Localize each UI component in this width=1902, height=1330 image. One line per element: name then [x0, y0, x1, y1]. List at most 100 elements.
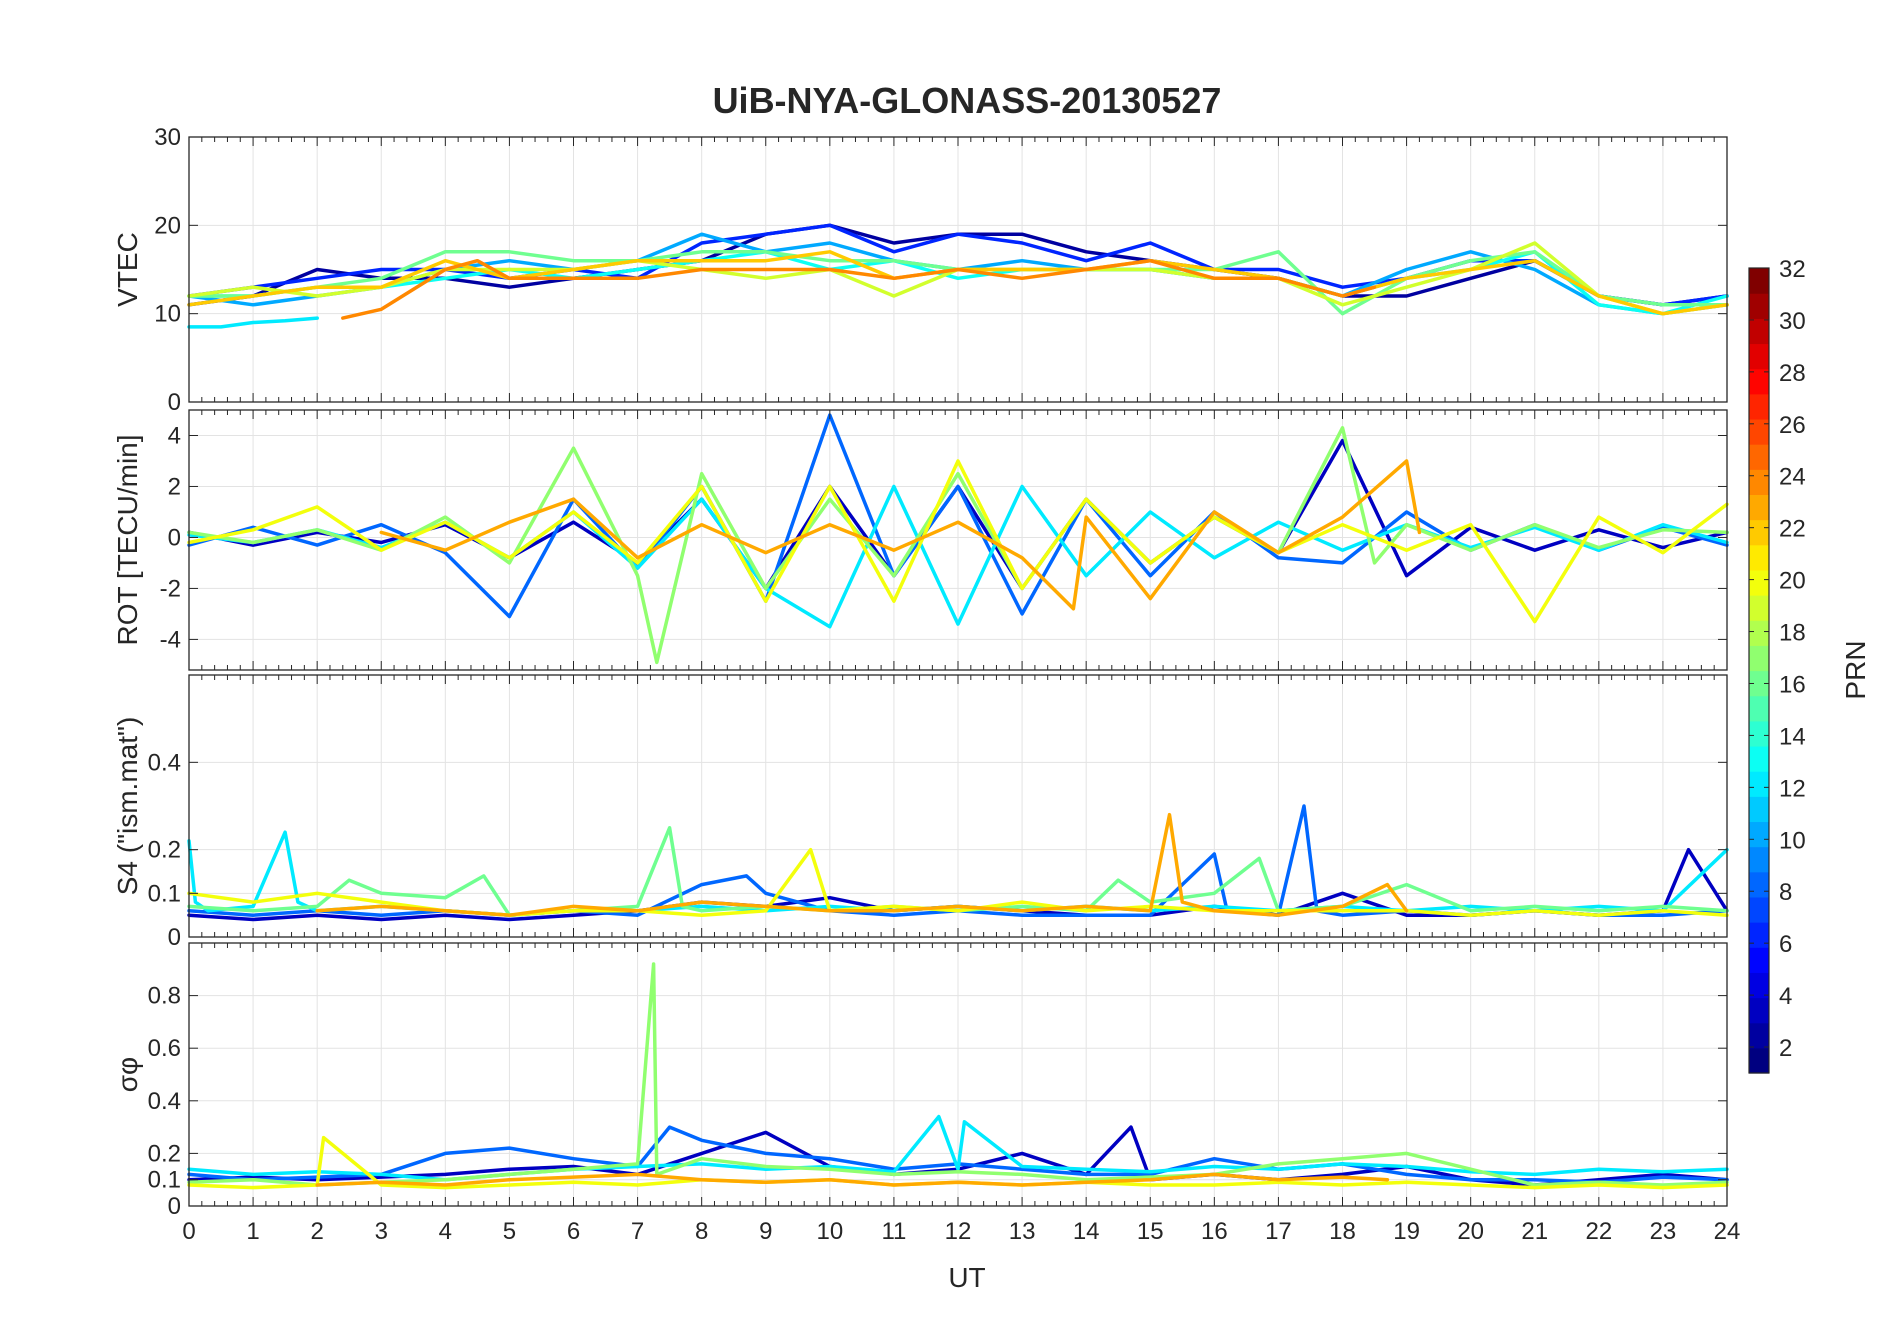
y-tick-label: 0.4: [148, 1088, 181, 1115]
panel-rot: -4 -2 0 2 4 ROT [TECU/min]: [112, 409, 1729, 671]
colorbar-swatch: [1749, 896, 1769, 923]
x-tick-label: 20: [1457, 1218, 1484, 1245]
colorbar-tick-label: 16: [1779, 671, 1806, 698]
colorbar-tick-label: 30: [1779, 308, 1806, 335]
series-group: [187, 962, 1729, 1190]
y-tick-label: -2: [160, 575, 181, 602]
colorbar-swatch: [1749, 469, 1769, 496]
colorbar-swatch: [1749, 695, 1769, 722]
x-tick-label: 17: [1265, 1218, 1292, 1245]
series-line-prn-8: [187, 1125, 1729, 1185]
series-line-prn-12: [187, 316, 319, 329]
colorbar-swatch: [1749, 620, 1769, 646]
x-tick-label: 3: [375, 1218, 388, 1245]
y-tick-label: 0.2: [148, 837, 181, 864]
colorbar-tick-label: 26: [1779, 412, 1806, 439]
x-tick-label: 13: [1009, 1218, 1036, 1245]
colorbar-swatch: [1749, 997, 1769, 1024]
colorbar-tick-label: 32: [1779, 256, 1806, 283]
colorbar-tick-label: 2: [1779, 1035, 1792, 1062]
colorbar-tick-label: 24: [1779, 464, 1806, 491]
x-tick-label: 11: [881, 1218, 906, 1245]
ticks: 0 10 20 30: [154, 124, 1728, 416]
colorbar-tick-label: 28: [1779, 360, 1806, 387]
colorbar-swatch: [1749, 293, 1769, 319]
y-axis-label: S4 ("ism.mat"): [112, 717, 143, 896]
colorbar-tick-label: 8: [1779, 879, 1792, 906]
colorbar-swatch: [1749, 368, 1769, 395]
x-tick-label: 1: [246, 1218, 259, 1245]
colorbar-swatch: [1749, 1047, 1769, 1074]
x-tick-label: 23: [1650, 1218, 1677, 1245]
colorbar-swatch: [1749, 670, 1769, 697]
y-tick-label: 2: [168, 473, 181, 500]
colorbar-swatch: [1749, 972, 1769, 999]
y-tick-label: 0.2: [148, 1140, 181, 1167]
y-tick-label: 0.1: [148, 880, 181, 907]
colorbar-swatch: [1749, 947, 1769, 973]
colorbar-tick-label: 10: [1779, 827, 1806, 854]
series-line-prn-23: [379, 459, 1422, 611]
x-tick-label: 15: [1137, 1218, 1164, 1245]
x-tick-label: 2: [310, 1218, 323, 1245]
colorbar-swatch: [1749, 796, 1769, 823]
colorbar-swatch: [1749, 821, 1769, 848]
series-line-prn-23: [315, 812, 1409, 917]
y-tick-label: 20: [154, 212, 181, 239]
colorbar-tick-label: 20: [1779, 568, 1806, 595]
y-tick-label: 0: [168, 389, 181, 416]
series-group: [187, 223, 1729, 329]
colorbar-swatch: [1749, 393, 1769, 420]
panel-s4: 0 0.1 0.2 0.4S4 ("ism.mat"): [112, 674, 1729, 951]
colorbar-swatch: [1749, 871, 1769, 898]
panel-vtec: 0 10 20 30 VTEC: [112, 124, 1729, 416]
colorbar-tick-label: 12: [1779, 775, 1806, 802]
x-tick-label: 18: [1329, 1218, 1356, 1245]
y-tick-label: 0.8: [148, 983, 181, 1010]
x-tick-label: 0: [182, 1218, 195, 1245]
x-tick-label: 24: [1714, 1218, 1741, 1245]
colorbar-swatch: [1749, 720, 1769, 747]
colorbar-tick-label: 22: [1779, 516, 1806, 543]
y-tick-label: 0.4: [148, 749, 181, 776]
x-axis-label: UT: [948, 1262, 985, 1293]
series-line-prn-23: [315, 1172, 1390, 1187]
y-tick-label: 30: [154, 124, 181, 151]
y-tick-label: 10: [154, 301, 181, 328]
series-group: [187, 804, 1729, 922]
ticks: 0 0.1 0.2 0.4: [148, 675, 1728, 951]
series-line-prn-24: [341, 258, 1377, 320]
colorbar-swatch: [1749, 595, 1769, 621]
colorbar-tick-label: 4: [1779, 983, 1792, 1010]
y-tick-label: 0.1: [148, 1167, 181, 1194]
colorbar-swatch: [1749, 1022, 1769, 1049]
y-tick-label: 0.6: [148, 1035, 181, 1062]
x-tick-label: 19: [1393, 1218, 1420, 1245]
series-line-prn-20: [187, 459, 1729, 624]
colorbar-frame: [1748, 267, 1770, 1074]
x-tick-label: 9: [759, 1218, 772, 1245]
colorbar-swatch: [1749, 846, 1769, 873]
x-tick-label: 14: [1073, 1218, 1100, 1245]
colorbar-swatch: [1749, 268, 1769, 294]
panel-sigma_phi: 00.10.20.40.60.80 1 2 3 4 5 6 7 8 9 10 11 12 13 14 15 16…: [112, 942, 1741, 1245]
chart-title: UiB-NYA-GLONASS-20130527: [713, 80, 1222, 121]
y-axis-label: VTEC: [112, 232, 143, 307]
series-line-prn-17: [187, 962, 1729, 1187]
x-tick-label: 4: [439, 1218, 452, 1245]
y-axis-label: ROT [TECU/min]: [112, 434, 143, 645]
y-tick-label: -4: [160, 626, 181, 653]
colorbar-swatch: [1749, 444, 1769, 470]
x-tick-label: 22: [1585, 1218, 1612, 1245]
colorbar-swatch: [1749, 544, 1769, 571]
colorbar-tick-label: 14: [1779, 723, 1806, 750]
colorbar-label: PRN: [1840, 640, 1871, 699]
colorbar-swatch: [1749, 494, 1769, 521]
y-axis-label: σφ: [112, 1057, 143, 1092]
colorbar-swatch: [1749, 519, 1769, 546]
colorbar-swatch: [1749, 318, 1769, 345]
colorbar-tick-label: 18: [1779, 620, 1806, 647]
